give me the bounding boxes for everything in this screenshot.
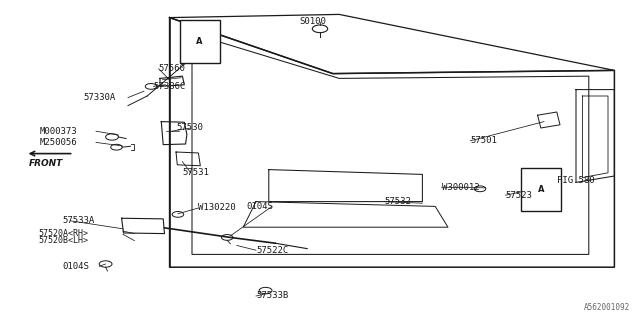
Text: 57530: 57530 xyxy=(176,124,203,132)
Text: A: A xyxy=(196,37,203,46)
Text: 57532: 57532 xyxy=(384,197,411,206)
Text: 57330A: 57330A xyxy=(83,93,115,102)
Text: 57533A: 57533A xyxy=(63,216,95,225)
Text: S0100: S0100 xyxy=(300,17,326,26)
Text: 57560: 57560 xyxy=(159,64,186,73)
Text: FRONT: FRONT xyxy=(29,159,63,168)
Text: 57531: 57531 xyxy=(182,168,209,177)
Text: W130220: W130220 xyxy=(198,204,236,212)
Text: 0104S: 0104S xyxy=(246,202,273,211)
Text: M000373: M000373 xyxy=(40,127,77,136)
Text: 57533B: 57533B xyxy=(256,292,288,300)
Text: W300012: W300012 xyxy=(442,183,479,192)
Text: 57520B<LH>: 57520B<LH> xyxy=(38,236,88,245)
Text: 0104S: 0104S xyxy=(63,262,90,271)
Text: M250056: M250056 xyxy=(40,138,77,147)
Text: 57522C: 57522C xyxy=(256,246,288,255)
Text: 57386C: 57386C xyxy=(154,82,186,91)
Text: A562001092: A562001092 xyxy=(584,303,630,312)
Text: FIG.580: FIG.580 xyxy=(557,176,595,185)
Text: 57520A<RH>: 57520A<RH> xyxy=(38,229,88,238)
Text: A: A xyxy=(538,185,544,194)
Text: 57523: 57523 xyxy=(506,191,532,200)
Text: 57501: 57501 xyxy=(470,136,497,145)
